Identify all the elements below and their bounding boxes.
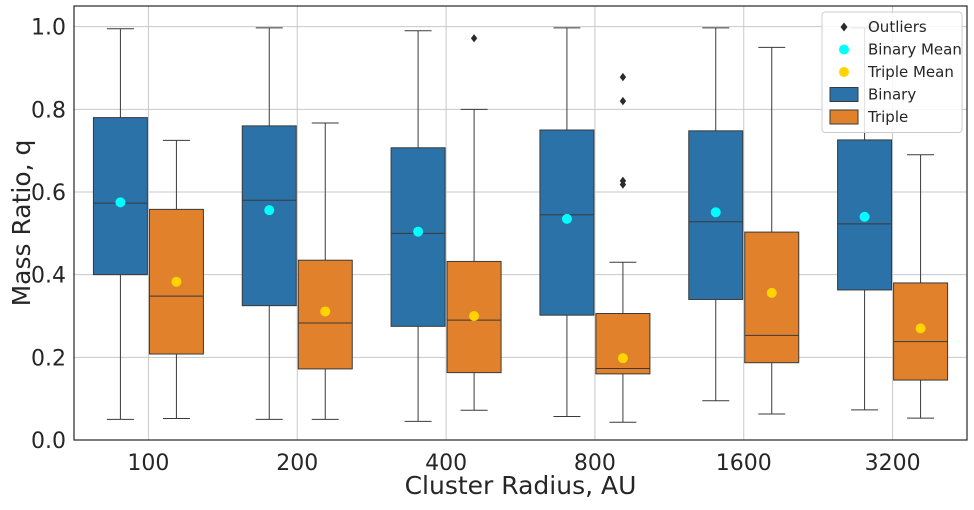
mean-point-binary (264, 205, 275, 216)
mean-point-binary (115, 197, 126, 208)
tick-layer: 0.0 0.2 0.4 0.6 0.8 1.0 100 200 400 800 1600 3200 (31, 16, 921, 476)
legend-marker (840, 22, 848, 32)
outlier-point (619, 176, 627, 185)
y-tick-label: 0.4 (31, 264, 66, 289)
legend: Outliers Binary Mean Triple Mean Binary Trip… (821, 11, 963, 133)
mean-point-triple (320, 306, 331, 317)
outlier-point (619, 96, 627, 106)
mean-point-triple (915, 323, 926, 334)
legend-item-binary-mean: Binary Mean (839, 41, 962, 59)
mean-point-triple (469, 311, 480, 321)
outlier-point (619, 72, 627, 82)
legend-label: Triple (867, 108, 908, 126)
legend-swatch (829, 109, 859, 125)
legend-label: Outliers (868, 18, 927, 36)
y-tick-label: 0.6 (31, 181, 66, 206)
legend-marker (839, 67, 849, 77)
x-tick-label: 400 (425, 451, 467, 476)
mean-point-triple (617, 353, 628, 364)
outlier-point (470, 34, 478, 43)
legend-label: Binary Mean (868, 41, 962, 59)
y-tick-label: 0.0 (31, 429, 66, 454)
legend-label: Binary (868, 86, 916, 104)
x-axis-label: Cluster Radius, AU (405, 471, 637, 500)
mean-point-binary (413, 226, 424, 237)
box-triple-400 (446, 34, 502, 411)
y-tick-label: 1.0 (31, 16, 66, 41)
legend-box (821, 11, 963, 133)
box-triple-200 (297, 122, 353, 420)
iqr-box (241, 125, 297, 307)
mean-point-triple (766, 287, 777, 298)
legend-marker (839, 44, 849, 55)
box-binary-400 (390, 30, 446, 422)
y-tick-label: 0.2 (31, 346, 66, 371)
legend-item-triple-mean: Triple Mean (839, 63, 954, 81)
mean-point-triple (171, 276, 182, 287)
x-tick-label: 100 (127, 451, 169, 476)
legend-item-outliers: Outliers (840, 18, 927, 36)
box-binary-200 (241, 27, 297, 420)
box-binary-100 (92, 28, 148, 420)
iqr-box (595, 313, 651, 375)
x-tick-label: 800 (574, 451, 616, 476)
y-tick-label: 0.8 (31, 98, 66, 123)
mean-point-binary (859, 211, 870, 222)
mean-layer (115, 197, 926, 364)
box-triple-1600 (744, 46, 800, 415)
x-tick-label: 3200 (865, 451, 921, 476)
y-axis-label: Mass Ratio, q (7, 140, 36, 307)
iqr-box (92, 117, 148, 276)
legend-item-binary: Binary (829, 86, 916, 104)
x-tick-label: 200 (276, 451, 318, 476)
legend-swatch (829, 87, 859, 102)
box-layer (92, 27, 949, 423)
plot-frame (73, 5, 968, 441)
x-tick-label: 1600 (716, 451, 772, 476)
mean-point-binary (561, 213, 572, 224)
legend-label: Triple Mean (867, 63, 954, 81)
mean-point-binary (710, 207, 721, 218)
box-triple-3200 (893, 154, 949, 419)
box-triple-800 (595, 72, 651, 423)
legend-item-triple: Triple (829, 108, 908, 126)
iqr-box (390, 147, 446, 327)
